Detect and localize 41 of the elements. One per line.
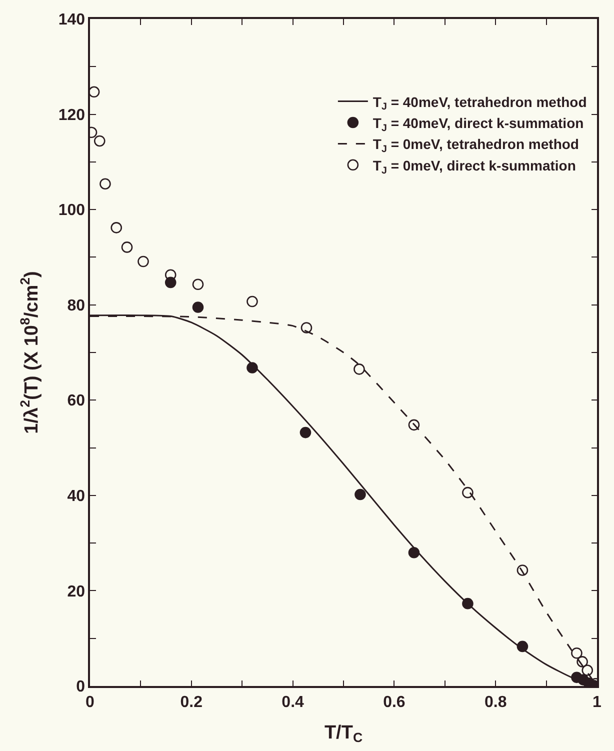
point xyxy=(100,178,111,190)
point xyxy=(246,362,258,374)
x-tick-label: 0.8 xyxy=(484,694,507,711)
y-tick-label: 40 xyxy=(67,488,86,506)
point xyxy=(300,322,312,334)
point xyxy=(354,488,366,500)
legend-label: T$_{J}$ = 0meV, direct k-summation xyxy=(372,157,576,176)
legend-label: T$_{J}$ = 40meV, tetrahedron method xyxy=(372,94,587,113)
y-tick-label: 0 xyxy=(76,678,86,696)
y-tick-label: 120 xyxy=(58,106,86,124)
point xyxy=(300,426,312,438)
x-tick-label: 0.4 xyxy=(282,694,304,711)
point xyxy=(576,656,588,668)
x-tick-label: 1 xyxy=(592,694,602,711)
point xyxy=(462,486,474,498)
point xyxy=(516,564,528,576)
point xyxy=(164,269,176,280)
legend-label: T$_{J}$ = 40meV, direct k-summation xyxy=(372,114,584,134)
y-tick-label: 60 xyxy=(67,392,86,410)
point xyxy=(94,135,106,147)
point xyxy=(462,598,474,610)
point xyxy=(354,364,365,375)
x-tick-label: 0.2 xyxy=(180,694,203,711)
y-tick-label: 80 xyxy=(67,297,86,314)
point xyxy=(246,296,258,308)
y-tick-label: 20 xyxy=(67,583,86,600)
x-axis-title: T/T$_{C}$ xyxy=(324,722,363,746)
point xyxy=(192,278,204,290)
point xyxy=(516,640,528,652)
point xyxy=(582,664,594,676)
x-tick-label: 0.6 xyxy=(383,694,406,711)
point xyxy=(121,242,133,253)
point xyxy=(192,302,204,313)
point xyxy=(110,222,122,234)
legend-label: T$_{J}$ = 0meV, tetrahedron method xyxy=(372,136,579,156)
y-tick-label: 140 xyxy=(58,12,86,29)
point xyxy=(138,256,149,268)
point xyxy=(408,546,420,558)
point xyxy=(408,419,420,431)
y-tick-label: 100 xyxy=(58,202,86,220)
point xyxy=(571,647,582,659)
